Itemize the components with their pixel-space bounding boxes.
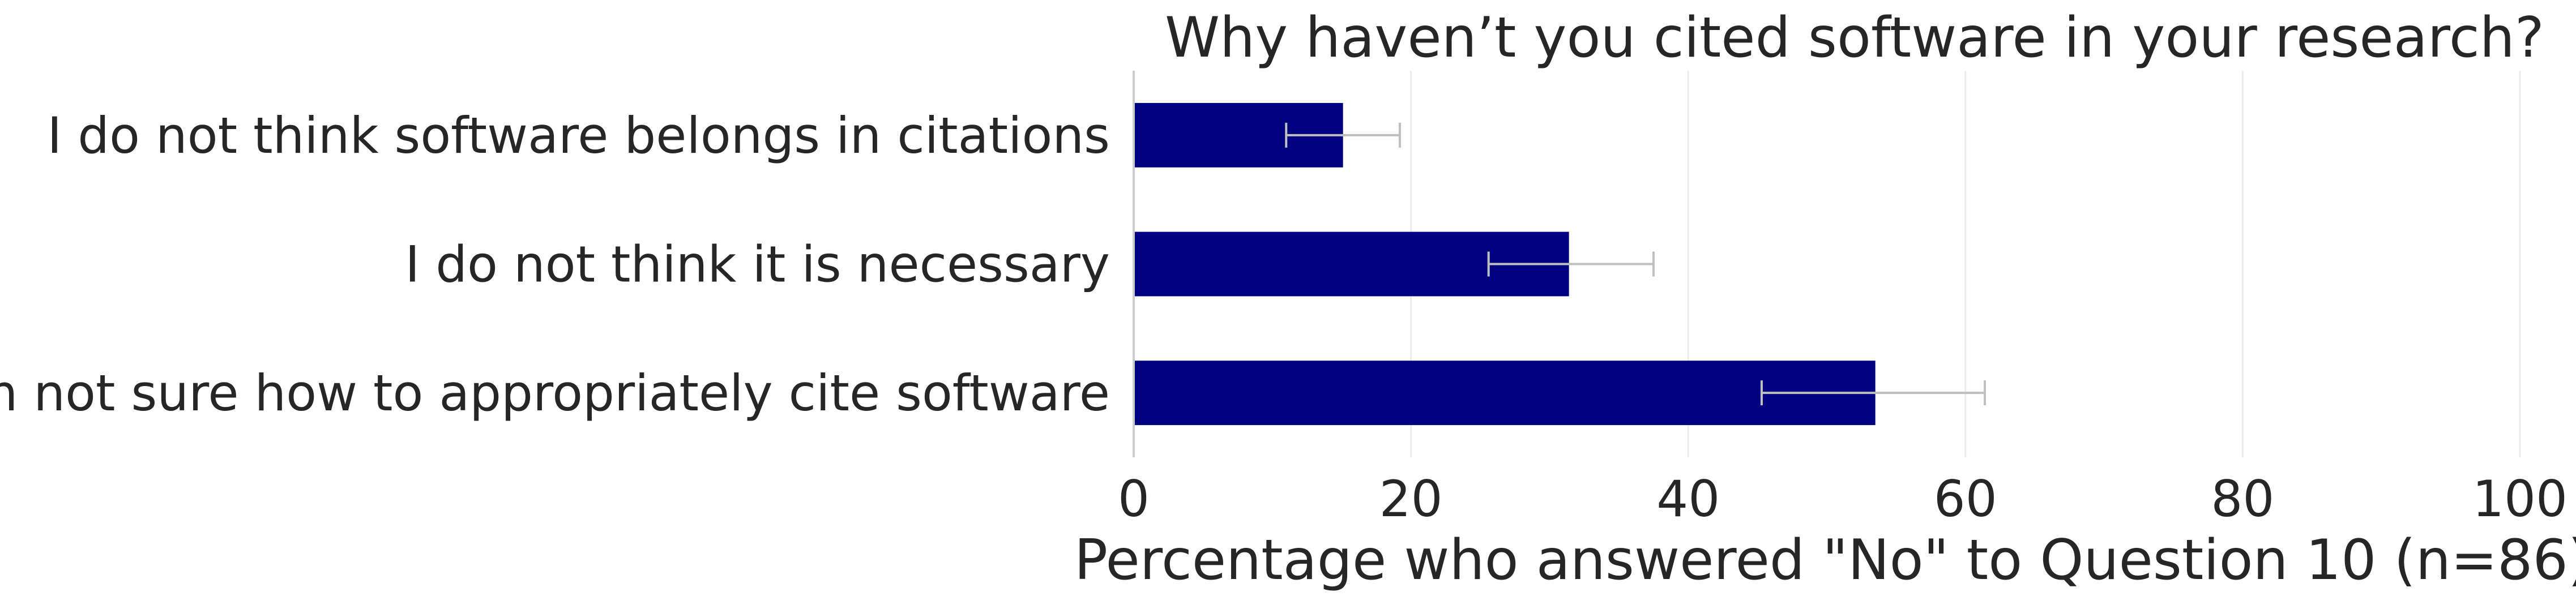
error-bar-2 xyxy=(1487,251,1655,277)
category-labels: I do not think software belongs in citat… xyxy=(0,106,1110,422)
x-tick-label-0: 0 xyxy=(1118,470,1150,528)
error-bars xyxy=(1285,122,1987,406)
x-tick-label-20: 20 xyxy=(1379,470,1443,528)
bar-3 xyxy=(1134,361,1876,426)
chart-title: Why haven’t you cited software in your r… xyxy=(1165,6,2544,70)
category-label-3: I am not sure how to appropriately cite … xyxy=(0,364,1110,422)
bars xyxy=(1134,102,1876,426)
x-tick-label-100: 100 xyxy=(2472,470,2568,528)
x-axis-label: Percentage who answered "No" to Question… xyxy=(1074,528,2576,593)
x-tick-label-80: 80 xyxy=(2211,470,2274,528)
error-bar-1 xyxy=(1285,122,1402,148)
x-tick-label-60: 60 xyxy=(1934,470,1997,528)
x-tick-labels: 0 20 40 60 80 100 xyxy=(1118,470,2568,528)
category-label-1: I do not think software belongs in citat… xyxy=(47,106,1110,165)
x-tick-label-40: 40 xyxy=(1656,470,1720,528)
error-bar-3 xyxy=(1760,380,1987,406)
category-label-2: I do not think it is necessary xyxy=(405,235,1110,294)
